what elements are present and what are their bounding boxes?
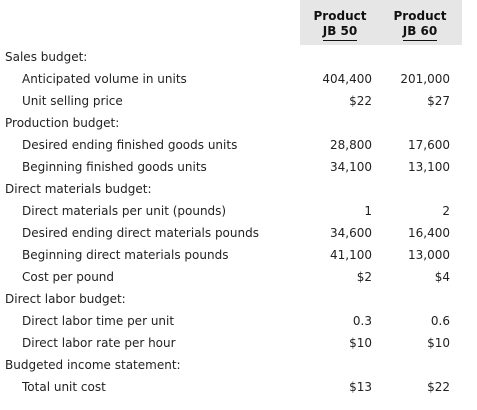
section-production-budget: Production budget:	[0, 112, 477, 134]
value-jb60: $4	[434, 270, 450, 284]
section-direct-materials-budget: Direct materials budget:	[0, 178, 477, 200]
row-label: Desired ending finished goods units	[22, 138, 238, 152]
section-title: Sales budget:	[5, 50, 88, 64]
table-row-total-unit-cost: Total unit cost $13 $22	[0, 376, 477, 398]
table-row-desired-ending-materials: Desired ending direct materials pounds 3…	[0, 222, 477, 244]
table-row-beginning-materials: Beginning direct materials pounds 41,100…	[0, 244, 477, 266]
table-row-beginning-finished-goods: Beginning finished goods units 34,100 13…	[0, 156, 477, 178]
table-row-anticipated-volume: Anticipated volume in units 404,400 201,…	[0, 68, 477, 90]
row-label: Direct labor rate per hour	[22, 336, 176, 350]
table-row-desired-ending-finished-goods: Desired ending finished goods units 28,8…	[0, 134, 477, 156]
value-jb60: 0.6	[430, 314, 450, 328]
table-row-unit-selling-price: Unit selling price $22 $27	[0, 90, 477, 112]
table-row-cost-per-pound: Cost per pound $2 $4	[0, 266, 477, 288]
table-row-labor-time-per-unit: Direct labor time per unit 0.3 0.6	[0, 310, 477, 332]
row-label: Desired ending direct materials pounds	[22, 226, 259, 240]
column-header-jb60-line1: Product	[393, 9, 447, 23]
value-jb50: 0.3	[352, 314, 372, 328]
value-jb50: 28,800	[330, 138, 372, 152]
column-header-jb50-line2: JB 50	[322, 24, 358, 41]
section-title: Budgeted income statement:	[5, 358, 181, 372]
value-jb60: $22	[427, 380, 450, 394]
value-jb60: 13,100	[408, 160, 450, 174]
row-label: Total unit cost	[22, 380, 106, 394]
row-label: Cost per pound	[22, 270, 115, 284]
column-header-jb50-line1: Product	[313, 9, 367, 23]
value-jb60: $10	[427, 336, 450, 350]
value-jb50: $13	[349, 380, 372, 394]
section-sales-budget: Sales budget:	[0, 46, 477, 68]
section-budgeted-income-statement: Budgeted income statement:	[0, 354, 477, 376]
table-row-materials-per-unit: Direct materials per unit (pounds) 1 2	[0, 200, 477, 222]
column-header-jb50: Product JB 50	[302, 9, 378, 41]
value-jb60: 201,000	[400, 72, 450, 86]
value-jb60: 17,600	[408, 138, 450, 152]
row-label: Direct labor time per unit	[22, 314, 175, 328]
value-jb50: 41,100	[330, 248, 372, 262]
value-jb50: 1	[364, 204, 372, 218]
row-label: Anticipated volume in units	[22, 72, 187, 86]
value-jb60: 16,400	[408, 226, 450, 240]
column-header-jb60-line2: JB 60	[402, 24, 438, 41]
value-jb50: 34,100	[330, 160, 372, 174]
section-title: Direct materials budget:	[5, 182, 152, 196]
value-jb50: $22	[349, 94, 372, 108]
section-title: Production budget:	[5, 116, 120, 130]
table-header: Product JB 50 Product JB 60	[0, 0, 477, 45]
value-jb50: 404,400	[322, 72, 372, 86]
row-label: Beginning direct materials pounds	[22, 248, 229, 262]
value-jb60: 2	[442, 204, 450, 218]
row-label: Beginning finished goods units	[22, 160, 207, 174]
value-jb50: $2	[356, 270, 372, 284]
section-direct-labor-budget: Direct labor budget:	[0, 288, 477, 310]
table-row-labor-rate-per-hour: Direct labor rate per hour $10 $10	[0, 332, 477, 354]
value-jb50: $10	[349, 336, 372, 350]
value-jb60: 13,000	[408, 248, 450, 262]
row-label: Unit selling price	[22, 94, 123, 108]
row-label: Direct materials per unit (pounds)	[22, 204, 227, 218]
header-background	[300, 0, 462, 45]
column-header-jb60: Product JB 60	[382, 9, 458, 41]
section-title: Direct labor budget:	[5, 292, 126, 306]
value-jb60: $27	[427, 94, 450, 108]
value-jb50: 34,600	[330, 226, 372, 240]
